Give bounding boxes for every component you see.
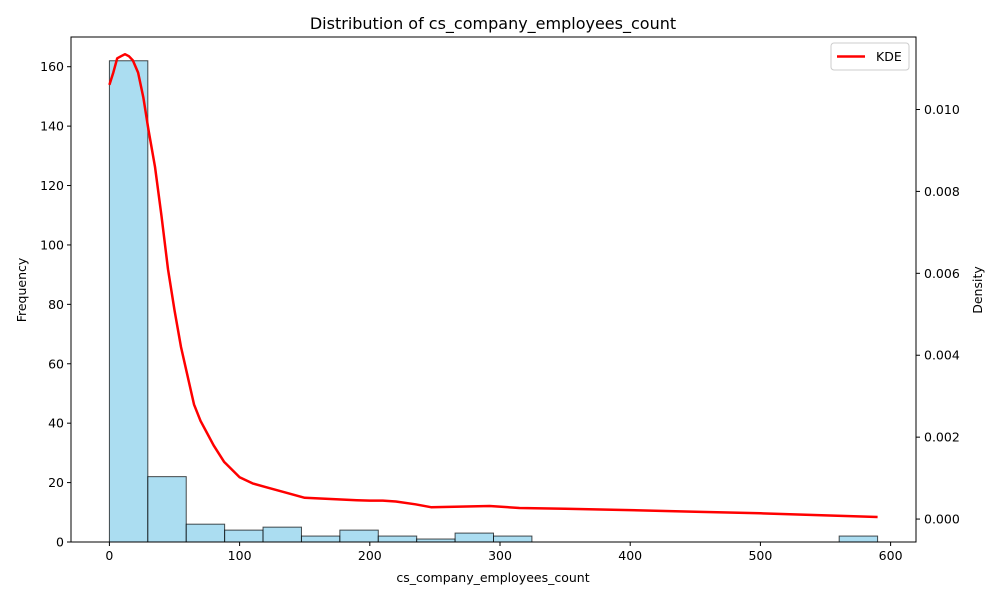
y-axis-left-ticks: 0 20 40 60 80 100 120 140 160 — [40, 59, 71, 550]
y-tick-label: 40 — [48, 416, 64, 431]
histogram-bar — [224, 529, 264, 543]
y-tick-label: 80 — [48, 297, 64, 312]
histogram-bar — [108, 60, 149, 543]
y2-axis-label: Density — [970, 266, 985, 314]
legend-kde-label: KDE — [876, 49, 902, 64]
x-tick-label: 100 — [228, 548, 252, 563]
y-axis-right-ticks: 0.000 0.002 0.004 0.006 0.008 0.010 — [916, 102, 960, 527]
y2-tick-label: 0.008 — [924, 184, 960, 199]
x-tick-label: 400 — [618, 548, 642, 563]
y-tick-label: 140 — [40, 119, 64, 134]
histogram-bar — [262, 526, 302, 543]
legend-box — [830, 42, 910, 71]
y2-tick-label: 0.000 — [924, 512, 960, 527]
y-tick-label: 60 — [48, 356, 64, 371]
y2-tick-label: 0.002 — [924, 430, 960, 445]
x-tick-label: 200 — [358, 548, 382, 563]
histogram-bars — [108, 60, 879, 543]
histogram-bar — [185, 523, 226, 543]
y-tick-label: 20 — [48, 475, 64, 490]
plot-frame — [70, 36, 917, 543]
x-tick-label: 0 — [105, 548, 113, 563]
histogram-bar — [493, 535, 533, 543]
histogram-bar — [339, 529, 379, 543]
y2-tick-label: 0.004 — [924, 348, 960, 363]
y-tick-label: 160 — [40, 59, 64, 74]
chart-title: Distribution of cs_company_employees_cou… — [310, 14, 676, 34]
kde-layer — [108, 52, 878, 519]
kde-line — [108, 52, 878, 519]
histogram-bar — [300, 535, 341, 543]
histogram-bar — [454, 532, 495, 543]
y-axis-label: Frequency — [14, 257, 29, 322]
y-tick-label: 120 — [40, 178, 64, 193]
legend: KDE — [830, 42, 910, 71]
x-tick-label: 300 — [488, 548, 512, 563]
x-axis-ticks: 0 100 200 300 400 500 600 — [105, 542, 903, 563]
y2-tick-label: 0.010 — [924, 102, 960, 117]
histogram-bar — [838, 535, 879, 543]
histogram-bar — [377, 535, 418, 543]
x-tick-label: 500 — [748, 548, 772, 563]
x-tick-label: 600 — [879, 548, 903, 563]
y-tick-label: 0 — [56, 535, 64, 550]
y-tick-label: 100 — [40, 237, 64, 252]
histogram-bar — [147, 476, 187, 543]
x-axis-label: cs_company_employees_count — [396, 570, 589, 585]
y2-tick-label: 0.006 — [924, 266, 960, 281]
